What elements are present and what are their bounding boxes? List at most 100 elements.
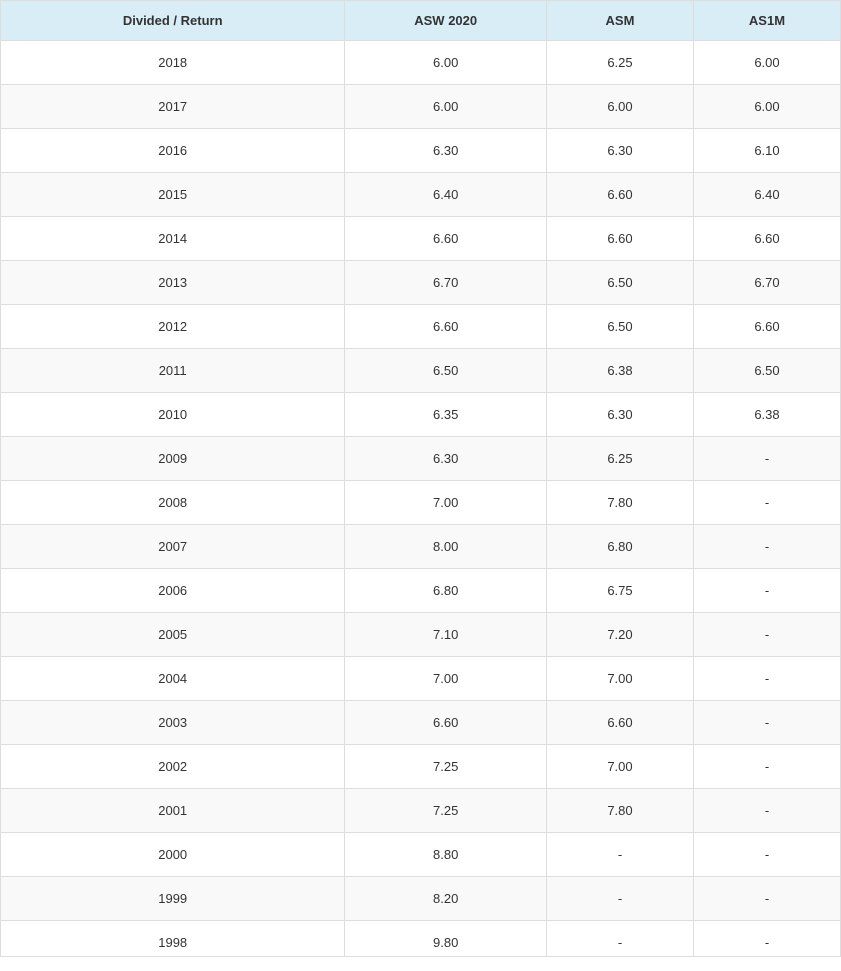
- table-cell: 8.00: [345, 525, 547, 569]
- table-cell: 7.00: [546, 657, 693, 701]
- table-cell: 2005: [1, 613, 345, 657]
- table-cell: -: [546, 877, 693, 921]
- table-cell: 6.80: [546, 525, 693, 569]
- table-cell: 7.00: [546, 745, 693, 789]
- table-cell: 6.80: [345, 569, 547, 613]
- table-cell: 1998: [1, 921, 345, 957]
- table-cell: 6.00: [693, 85, 840, 129]
- table-cell: -: [546, 921, 693, 957]
- table-cell: 6.60: [546, 701, 693, 745]
- table-row: 20027.257.00-: [1, 745, 841, 789]
- table-cell: 2011: [1, 349, 345, 393]
- table-cell: 6.40: [693, 173, 840, 217]
- table-row: 20047.007.00-: [1, 657, 841, 701]
- table-cell: 2018: [1, 41, 345, 85]
- table-cell: -: [693, 833, 840, 877]
- table-cell: 2012: [1, 305, 345, 349]
- table-row: 19989.80--: [1, 921, 841, 957]
- table-cell: 2008: [1, 481, 345, 525]
- table-cell: 6.00: [693, 41, 840, 85]
- table-row: 20066.806.75-: [1, 569, 841, 613]
- table-row: 20008.80--: [1, 833, 841, 877]
- table-cell: 7.10: [345, 613, 547, 657]
- table-cell: 2016: [1, 129, 345, 173]
- table-cell: -: [693, 525, 840, 569]
- table-cell: 6.38: [693, 393, 840, 437]
- table-row: 20057.107.20-: [1, 613, 841, 657]
- col-header-3: AS1M: [693, 1, 840, 41]
- table-cell: 2014: [1, 217, 345, 261]
- table-cell: -: [693, 613, 840, 657]
- table-cell: 6.60: [345, 217, 547, 261]
- table-cell: 6.35: [345, 393, 547, 437]
- table-cell: 6.00: [345, 41, 547, 85]
- returns-table: Divided / ReturnASW 2020ASMAS1M 20186.00…: [0, 0, 841, 957]
- table-cell: 2000: [1, 833, 345, 877]
- table-cell: -: [693, 789, 840, 833]
- table-cell: 6.60: [345, 305, 547, 349]
- table-body: 20186.006.256.0020176.006.006.0020166.30…: [1, 41, 841, 957]
- table-cell: 6.70: [345, 261, 547, 305]
- table-cell: 2001: [1, 789, 345, 833]
- table-row: 20146.606.606.60: [1, 217, 841, 261]
- table-cell: 6.75: [546, 569, 693, 613]
- table-cell: 2007: [1, 525, 345, 569]
- table-cell: -: [693, 569, 840, 613]
- table-row: 19998.20--: [1, 877, 841, 921]
- table-cell: 6.60: [693, 305, 840, 349]
- table-cell: 2013: [1, 261, 345, 305]
- table-cell: 6.70: [693, 261, 840, 305]
- col-header-0: Divided / Return: [1, 1, 345, 41]
- table-cell: -: [546, 833, 693, 877]
- table-cell: 7.00: [345, 481, 547, 525]
- table-cell: 6.60: [693, 217, 840, 261]
- table-cell: 6.50: [693, 349, 840, 393]
- table-row: 20166.306.306.10: [1, 129, 841, 173]
- table-cell: 6.50: [546, 305, 693, 349]
- table-cell: 6.60: [546, 217, 693, 261]
- table-cell: -: [693, 921, 840, 957]
- table-cell: 9.80: [345, 921, 547, 957]
- table-cell: -: [693, 657, 840, 701]
- col-header-2: ASM: [546, 1, 693, 41]
- table-cell: 2015: [1, 173, 345, 217]
- table-row: 20126.606.506.60: [1, 305, 841, 349]
- col-header-1: ASW 2020: [345, 1, 547, 41]
- table-cell: 7.80: [546, 481, 693, 525]
- table-cell: 2002: [1, 745, 345, 789]
- table-cell: 7.20: [546, 613, 693, 657]
- table-cell: 6.50: [546, 261, 693, 305]
- table-cell: 6.30: [345, 437, 547, 481]
- table-cell: 7.00: [345, 657, 547, 701]
- table-row: 20036.606.60-: [1, 701, 841, 745]
- table-cell: 6.50: [345, 349, 547, 393]
- table-row: 20078.006.80-: [1, 525, 841, 569]
- table-head: Divided / ReturnASW 2020ASMAS1M: [1, 1, 841, 41]
- table-cell: 6.25: [546, 41, 693, 85]
- table-cell: 2003: [1, 701, 345, 745]
- table-row: 20136.706.506.70: [1, 261, 841, 305]
- table-row: 20116.506.386.50: [1, 349, 841, 393]
- table-cell: -: [693, 481, 840, 525]
- table-cell: 6.10: [693, 129, 840, 173]
- table-cell: 6.00: [345, 85, 547, 129]
- table-cell: 7.25: [345, 789, 547, 833]
- table-cell: 7.80: [546, 789, 693, 833]
- table-cell: 6.60: [345, 701, 547, 745]
- table-row: 20096.306.25-: [1, 437, 841, 481]
- table-cell: 2009: [1, 437, 345, 481]
- table-cell: -: [693, 877, 840, 921]
- table-cell: 6.00: [546, 85, 693, 129]
- table-cell: -: [693, 437, 840, 481]
- table-cell: 2017: [1, 85, 345, 129]
- table-row: 20017.257.80-: [1, 789, 841, 833]
- table-cell: 2006: [1, 569, 345, 613]
- table-cell: 6.30: [546, 129, 693, 173]
- table-cell: -: [693, 745, 840, 789]
- table-cell: 8.80: [345, 833, 547, 877]
- table-cell: 1999: [1, 877, 345, 921]
- table-row: 20106.356.306.38: [1, 393, 841, 437]
- table-row: 20176.006.006.00: [1, 85, 841, 129]
- table-row: 20186.006.256.00: [1, 41, 841, 85]
- table-cell: -: [693, 701, 840, 745]
